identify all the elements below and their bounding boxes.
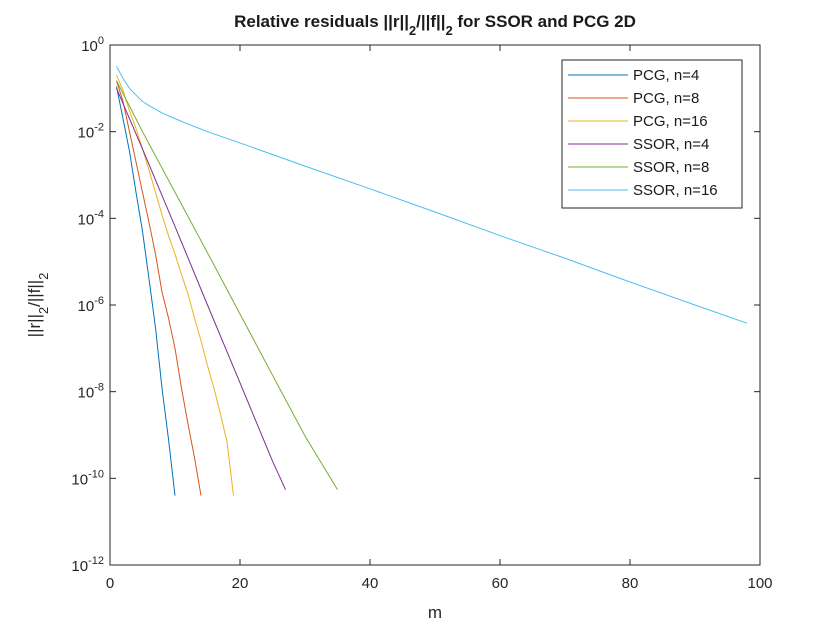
legend: PCG, n=4 PCG, n=8 PCG, n=16 SSOR, n=4 SSOR, … (561, 59, 743, 209)
legend-entry-label: PCG, n=4 (633, 67, 699, 84)
legend-entry-label: PCG, n=8 (633, 90, 699, 107)
chart-title: Relative residuals ||r||2/||f||2 for SSO… (234, 12, 636, 38)
tick-layer: 0 20 40 60 80 100 100 10-2 10-4 10-6 10-8 10-10 10-1… (71, 35, 772, 592)
legend-entry-label: SSOR, n=8 (633, 159, 709, 176)
legend-entry-label: SSOR, n=16 (633, 182, 718, 199)
x-tick-label: 60 (492, 575, 509, 592)
y-tick-label: 10-6 (78, 295, 104, 315)
y-tick-label: 10-12 (71, 555, 104, 575)
series-line-2 (116, 80, 202, 496)
legend-entry-label: PCG, n=16 (633, 113, 708, 130)
series-line-6 (116, 66, 748, 324)
x-tick-label: 40 (362, 575, 379, 592)
x-tick-label: 100 (747, 575, 772, 592)
y-tick-label: 10-10 (71, 468, 104, 488)
y-axis-label: ||r||2/||f||2 (25, 273, 51, 338)
legend-box (561, 59, 743, 209)
x-tick-label: 80 (622, 575, 639, 592)
y-tick-label: 10-2 (78, 122, 104, 142)
y-tick-label: 100 (81, 35, 104, 55)
x-tick-label: 20 (232, 575, 249, 592)
series-line-1 (116, 86, 176, 496)
y-tick-label: 10-8 (78, 382, 104, 402)
series-line-4 (116, 88, 286, 490)
y-tick-label: 10-4 (78, 208, 104, 228)
series-line-3 (116, 75, 234, 496)
legend-entry-label: SSOR, n=4 (633, 136, 709, 153)
series-line-5 (116, 80, 338, 490)
series-layer (116, 66, 748, 496)
x-tick-label: 0 (106, 575, 114, 592)
x-axis-label: m (428, 603, 442, 622)
